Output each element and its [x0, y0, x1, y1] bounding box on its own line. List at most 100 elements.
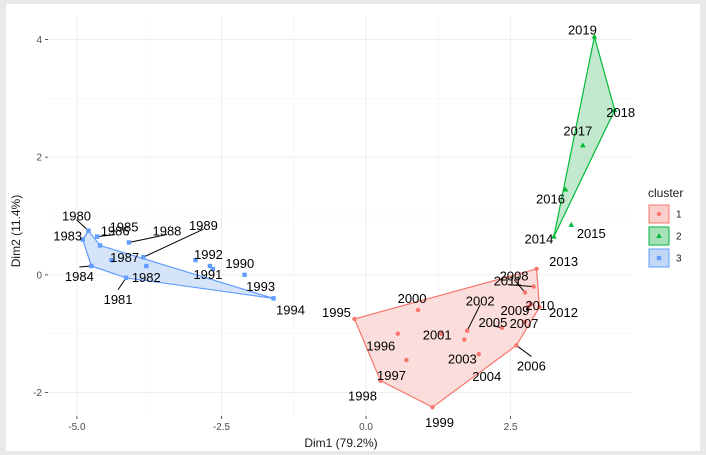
point-2003	[462, 337, 467, 342]
point-label-1997: 1997	[377, 368, 406, 383]
y-tick-label: 2	[36, 153, 42, 164]
point-label-2005: 2005	[478, 315, 507, 330]
point-2014	[551, 233, 557, 239]
legend-symbol-3	[656, 255, 662, 261]
point-label-1989: 1989	[189, 218, 218, 233]
point-label-2011: 2011	[494, 274, 522, 289]
point-label-2009: 2009	[500, 303, 529, 318]
point-2018	[611, 107, 618, 113]
point-1997	[404, 357, 409, 363]
point-2006	[514, 343, 519, 348]
point-1990	[210, 266, 215, 272]
legend-symbol-1	[656, 211, 662, 217]
point-label-1996: 1996	[366, 339, 395, 354]
point-1998	[378, 378, 383, 383]
leader-line-2006	[516, 345, 532, 357]
point-label-1980: 1980	[62, 209, 91, 224]
legend-symbol-2	[656, 233, 662, 238]
point-label-1982: 1982	[132, 270, 161, 285]
leader-line-1988	[128, 233, 168, 243]
point-label-1993: 1993	[246, 279, 275, 294]
point-1994	[271, 296, 276, 301]
point-label-2019: 2019	[568, 23, 597, 38]
axis-ticks: -5.0 -2.5 0.0 2.5 -2 0 2 4	[33, 35, 518, 433]
point-label-1981: 1981	[104, 292, 133, 307]
point-2002	[465, 328, 470, 333]
point-2015	[568, 221, 575, 227]
point-label-2014: 2014	[524, 232, 553, 247]
point-label-1995: 1995	[322, 305, 351, 320]
point-2011	[531, 284, 536, 289]
point-label-1998: 1998	[348, 389, 377, 404]
point-label-1990: 1990	[225, 256, 254, 271]
point-1982	[144, 263, 149, 269]
legend-title: cluster	[648, 186, 683, 200]
point-1987	[109, 257, 114, 263]
point-label-1986: 1986	[101, 224, 130, 239]
point-1989	[141, 254, 146, 260]
y-tick-label: 4	[36, 35, 42, 46]
point-2007	[522, 319, 528, 325]
legend-label-3: 3	[676, 254, 682, 265]
point-1996	[395, 331, 401, 336]
cluster-2-hull	[553, 36, 616, 237]
point-label-2000: 2000	[398, 291, 427, 306]
point-label-1992: 1992	[194, 247, 223, 262]
point-label-2004: 2004	[472, 369, 501, 384]
point-2009	[525, 304, 531, 310]
point-2001	[438, 331, 444, 336]
point-1992	[193, 257, 198, 263]
leader-line-2002	[466, 304, 481, 331]
point-1986	[94, 234, 100, 239]
point-label-1988: 1988	[152, 223, 181, 238]
point-1983	[80, 237, 85, 242]
legend: cluster 1 2 3	[648, 186, 683, 268]
x-tick-label: 0.0	[359, 422, 373, 433]
point-label-1994: 1994	[276, 302, 305, 317]
point-1995	[352, 316, 357, 322]
point-label-1987: 1987	[110, 250, 139, 265]
chart-panel: 1980 1981 1982 1983 1984 1985 1986 1987 1988 1989…	[6, 4, 700, 451]
point-1999	[430, 404, 435, 410]
y-tick-label: 0	[36, 270, 42, 281]
point-label-2006: 2006	[517, 358, 546, 373]
point-label-1999: 1999	[425, 415, 454, 430]
x-tick-label: 2.5	[504, 422, 518, 433]
y-axis-title: Dim2 (11.4%)	[9, 195, 23, 267]
leader-line-2011	[507, 284, 534, 288]
point-2005	[499, 325, 505, 330]
point-2004	[476, 352, 481, 357]
point-label-2018: 2018	[606, 105, 635, 120]
point-label-2001: 2001	[423, 328, 452, 343]
point-label-2010: 2010	[525, 298, 554, 313]
legend-label-2: 2	[676, 232, 682, 243]
point-1988	[126, 240, 132, 245]
leader-line-1986	[97, 234, 116, 238]
point-label-2013: 2013	[549, 254, 578, 269]
y-tick-label: -2	[33, 388, 42, 399]
point-1981	[123, 275, 129, 280]
point-label-2008: 2008	[500, 268, 529, 283]
point-label-1991: 1991	[193, 267, 222, 282]
point-label-2017: 2017	[563, 123, 592, 138]
point-1985	[97, 243, 103, 248]
point-2017	[580, 142, 586, 148]
point-2012	[537, 304, 542, 310]
point-label-2015: 2015	[577, 226, 606, 241]
point-2008	[522, 290, 528, 295]
point-label-1984: 1984	[65, 269, 94, 284]
x-axis-title: Dim1 (79.2%)	[304, 436, 377, 450]
point-label-2016: 2016	[536, 192, 565, 207]
point-label-1983: 1983	[53, 229, 82, 244]
point-2019	[591, 33, 598, 39]
legend-label-1: 1	[676, 210, 682, 221]
point-1993	[242, 272, 247, 278]
x-tick-label: -2.5	[213, 422, 231, 433]
point-2013	[534, 266, 539, 272]
point-2000	[415, 307, 421, 313]
data-points	[80, 33, 618, 410]
point-label-1985: 1985	[110, 219, 139, 234]
point-label-2002: 2002	[466, 294, 495, 309]
x-tick-label: -5.0	[68, 422, 86, 433]
